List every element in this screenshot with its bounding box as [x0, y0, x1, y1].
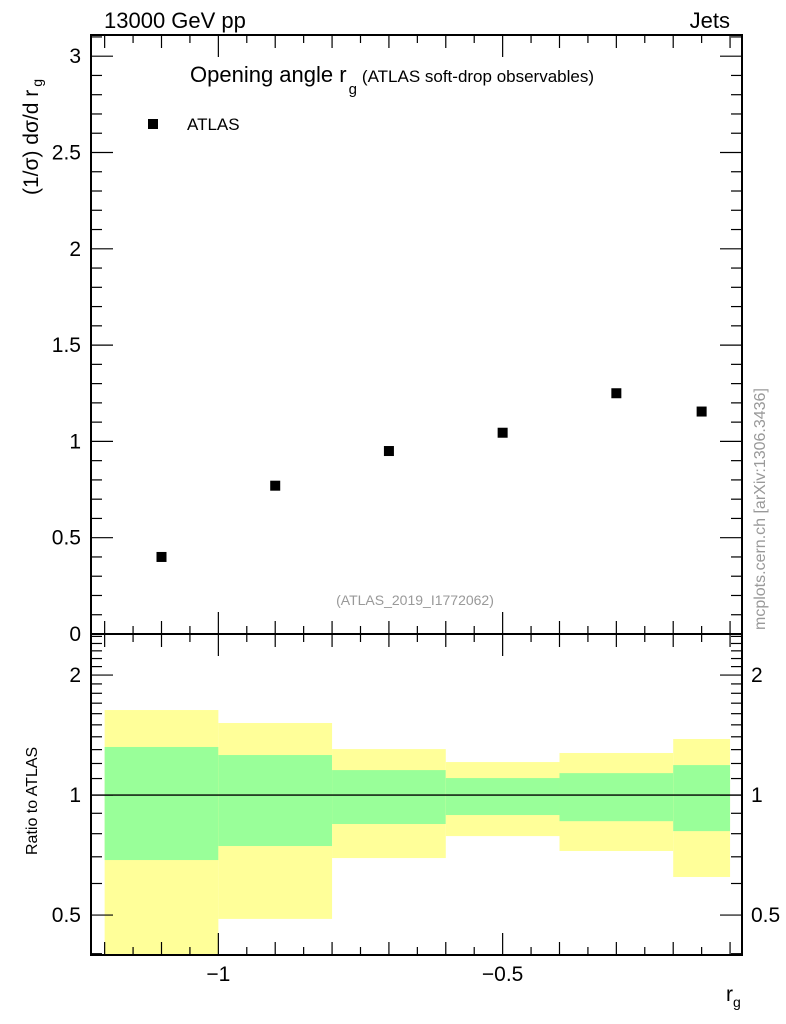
x-tick-label: −0.5 — [482, 963, 523, 986]
header-left: 13000 GeV pp — [104, 8, 246, 33]
plot-title-main: Opening angle r — [190, 62, 347, 87]
atlas-data-point — [696, 406, 707, 417]
atlas-data-point — [611, 388, 622, 399]
ratio-bands — [104, 710, 731, 955]
watermark-side-label: mcplots.cern.ch [arXiv:1306.3436] — [752, 388, 769, 630]
ratio-plot-frame — [90, 633, 743, 956]
x-axis-label: rg — [726, 983, 741, 1010]
atlas-data-point — [497, 427, 508, 438]
atlas-data-point — [156, 551, 167, 562]
stat-uncertainty-band — [104, 746, 219, 861]
x-axis-label-text: r — [726, 983, 733, 1006]
plot-title: Opening angle rg (ATLAS soft-drop observa… — [190, 62, 594, 98]
analysis-id-label: (ATLAS_2019_I1772062) — [336, 592, 494, 608]
plot-title-suffix: (ATLAS soft-drop observables) — [362, 67, 594, 86]
main-y-tick-label: 0.5 — [52, 527, 81, 550]
stat-uncertainty-band — [218, 755, 333, 847]
main-y-tick-label: 2 — [69, 238, 81, 261]
ratio-y-tick-label-left: 0.5 — [52, 904, 81, 927]
stat-uncertainty-band — [559, 773, 674, 822]
stat-uncertainty-band — [673, 765, 731, 832]
ratio-y-tick-label-right: 1 — [751, 784, 763, 807]
header-right: Jets — [690, 8, 730, 33]
ratio-y-tick-label-right: 0.5 — [751, 904, 780, 927]
ratio-y-tick-label-left: 1 — [69, 784, 81, 807]
legend-marker-atlas — [148, 119, 158, 129]
main-y-tick-label: 2.5 — [52, 141, 81, 164]
atlas-data-point — [383, 446, 394, 457]
atlas-data-point — [270, 480, 281, 491]
legend-label-atlas: ATLAS — [187, 115, 240, 134]
ratio-y-axis-label: Ratio to ATLAS — [24, 747, 41, 855]
main-y-axis-label: (1/σ) dσ/d r g — [20, 79, 45, 195]
main-y-tick-label: 1 — [69, 430, 81, 453]
main-y-axis-label-text: (1/σ) dσ/d r — [20, 90, 43, 195]
stat-uncertainty-band — [445, 778, 560, 816]
main-y-tick-label: 3 — [69, 45, 81, 68]
data-points — [156, 388, 707, 562]
ratio-y-tick-label-left: 2 — [69, 664, 81, 687]
stat-uncertainty-band — [332, 770, 446, 825]
ratio-y-tick-label-right: 2 — [751, 664, 763, 687]
x-axis-label-sub: g — [733, 994, 741, 1010]
main-y-tick-label: 1.5 — [52, 334, 81, 357]
main-y-tick-label: 0 — [69, 623, 81, 646]
x-tick-label: −1 — [206, 963, 230, 986]
plot-title-sub: g — [349, 81, 357, 98]
main-y-axis-label-sub: g — [29, 79, 45, 87]
